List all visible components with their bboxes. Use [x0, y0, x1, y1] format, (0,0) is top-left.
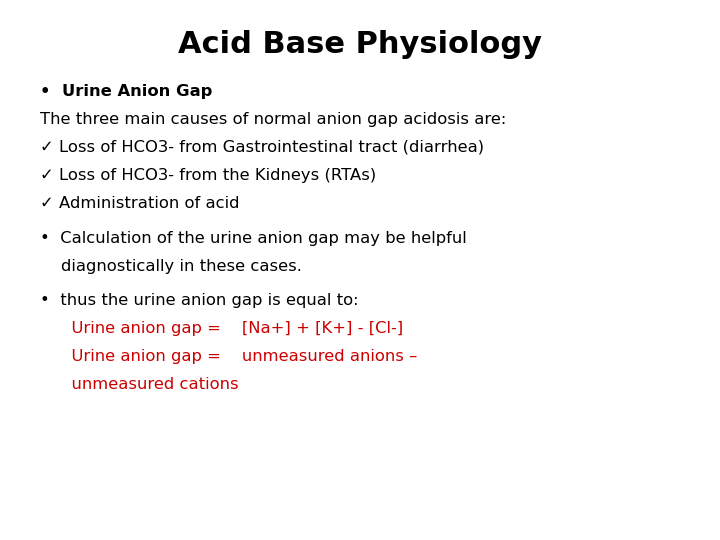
- Text: The three main causes of normal anion gap acidosis are:: The three main causes of normal anion ga…: [40, 112, 506, 127]
- Text: •  Urine Anion Gap: • Urine Anion Gap: [40, 84, 212, 99]
- Text: Urine anion gap =    [Na+] + [K+] - [Cl-]: Urine anion gap = [Na+] + [K+] - [Cl-]: [40, 321, 403, 336]
- Text: ✓ Loss of HCO3- from the Kidneys (RTAs): ✓ Loss of HCO3- from the Kidneys (RTAs): [40, 168, 376, 183]
- Text: unmeasured cations: unmeasured cations: [40, 377, 238, 393]
- Text: •  thus the urine anion gap is equal to:: • thus the urine anion gap is equal to:: [40, 293, 358, 308]
- Text: ✓ Administration of acid: ✓ Administration of acid: [40, 196, 239, 211]
- Text: Urine anion gap =    unmeasured anions –: Urine anion gap = unmeasured anions –: [40, 349, 417, 364]
- Text: Acid Base Physiology: Acid Base Physiology: [178, 30, 542, 59]
- Text: ✓ Loss of HCO3- from Gastrointestinal tract (diarrhea): ✓ Loss of HCO3- from Gastrointestinal tr…: [40, 140, 484, 155]
- Text: diagnostically in these cases.: diagnostically in these cases.: [40, 259, 302, 274]
- Text: •  Calculation of the urine anion gap may be helpful: • Calculation of the urine anion gap may…: [40, 231, 467, 246]
